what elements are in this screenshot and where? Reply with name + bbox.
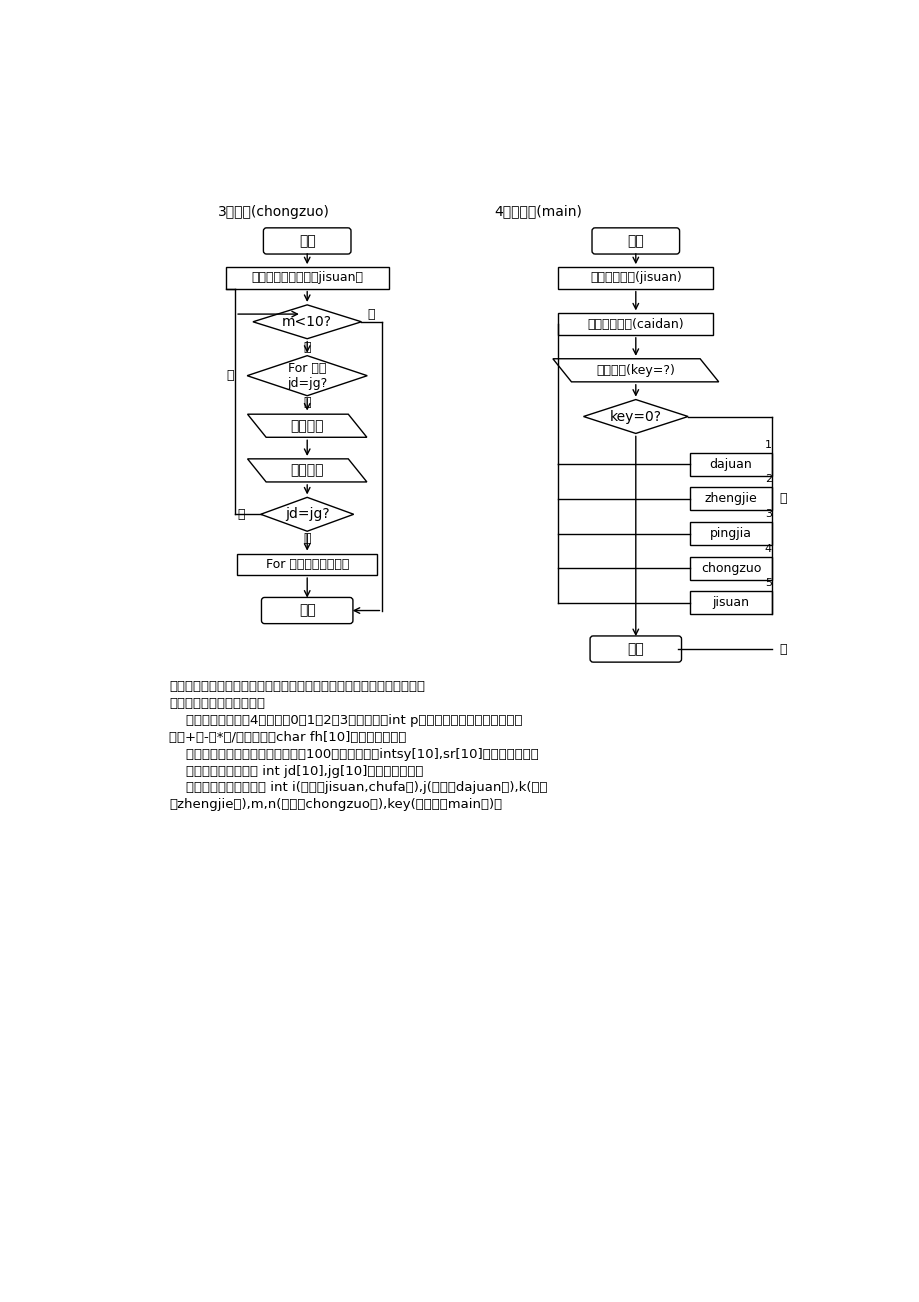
Bar	[689, 522, 771, 546]
Text: 符（+、-、*、/），定义为char fh[10]（全局变量）．: 符（+、-、*、/），定义为char fh[10]（全局变量）．	[169, 730, 406, 743]
Text: 假: 假	[303, 533, 311, 546]
FancyBboxPatch shape	[261, 598, 353, 624]
Text: key=0?: key=0?	[609, 410, 661, 423]
Text: m<10?: m<10?	[282, 315, 332, 329]
Polygon shape	[260, 497, 353, 531]
Text: 输入结果: 输入结果	[290, 464, 323, 478]
Text: 真: 真	[303, 341, 311, 354]
Text: 结束: 结束	[299, 604, 315, 617]
Text: 由于其它四个函数较为简单或者和某些函数相似，这里就不再重复说明。: 由于其它四个函数较为简单或者和某些函数相似，这里就不再重复说明。	[169, 680, 425, 693]
Text: For 循环再次输出该题: For 循环再次输出该题	[266, 557, 348, 570]
Text: 1: 1	[764, 440, 771, 449]
Polygon shape	[253, 305, 361, 339]
Text: 开始: 开始	[627, 234, 643, 247]
Polygon shape	[552, 359, 718, 381]
Text: 调用计算这个函数（jisuan）: 调用计算这个函数（jisuan）	[251, 271, 363, 284]
Text: pingjia: pingjia	[709, 527, 752, 540]
FancyBboxPatch shape	[589, 635, 681, 663]
Bar	[237, 553, 377, 575]
Text: 运算数：随机产生两个运算数，对100取余。定义为intsy[10],sr[10]（全局变量）．: 运算数：随机产生两个运算数，对100取余。定义为intsy[10],sr[10]…	[169, 747, 539, 760]
Text: 5: 5	[764, 578, 771, 589]
Text: 真: 真	[226, 370, 233, 383]
Text: jisuan: jisuan	[712, 596, 749, 609]
Text: 输入选项(key=?): 输入选项(key=?)	[596, 363, 675, 376]
Bar	[225, 267, 388, 289]
Bar	[689, 453, 771, 475]
Bar	[558, 314, 712, 335]
Text: 假: 假	[303, 396, 311, 409]
Text: 4、主函数(main): 4、主函数(main)	[494, 204, 582, 219]
Text: 真: 真	[778, 643, 786, 655]
Text: 假: 假	[367, 307, 374, 320]
Polygon shape	[247, 458, 367, 482]
FancyBboxPatch shape	[263, 228, 351, 254]
Polygon shape	[247, 414, 367, 437]
Text: 结果和答案：定义为 int jd[10],jg[10]（全局变量）．: 结果和答案：定义为 int jd[10],jg[10]（全局变量）．	[169, 764, 423, 777]
Text: 运算符：随机产生4个数字（0、1、2、3），定义为int p（全局变量），再转换为运算: 运算符：随机产生4个数字（0、1、2、3），定义为int p（全局变量），再转换…	[169, 713, 522, 727]
Bar	[689, 557, 771, 579]
Bar	[558, 267, 712, 289]
Text: 3: 3	[764, 509, 771, 519]
Bar	[689, 591, 771, 615]
Text: （zhengjie）),m,n(函数（chongzuo）),key(主函数（main）)．: （zhengjie）),m,n(函数（chongzuo）),key(主函数（ma…	[169, 798, 502, 811]
Text: jd=jg?: jd=jg?	[285, 508, 329, 521]
Text: 开始: 开始	[299, 234, 315, 247]
Polygon shape	[247, 355, 367, 396]
Text: 真: 真	[237, 508, 244, 521]
Text: For 循环
jd=jg?: For 循环 jd=jg?	[287, 362, 327, 389]
Text: 调用计算函数(jisuan): 调用计算函数(jisuan)	[589, 271, 681, 284]
Text: 循环控制变量：定义为 int i(函数（jisuan,chufa）),j(函数（dajuan）),k(函数: 循环控制变量：定义为 int i(函数（jisuan,chufa）),j(函数（…	[169, 781, 547, 794]
Text: 假: 假	[778, 492, 786, 505]
Text: 4: 4	[764, 543, 771, 553]
Text: 调用菜单函数(caidan): 调用菜单函数(caidan)	[587, 318, 684, 331]
Polygon shape	[583, 400, 687, 434]
Text: dajuan: dajuan	[709, 458, 752, 471]
Text: 结束: 结束	[627, 642, 643, 656]
Text: 在程序中用到的数据说明：: 在程序中用到的数据说明：	[169, 697, 265, 710]
Text: zhengjie: zhengjie	[704, 492, 756, 505]
Text: chongzuo: chongzuo	[700, 561, 761, 574]
Bar	[689, 487, 771, 510]
Text: 3、重做(chongzuo): 3、重做(chongzuo)	[218, 204, 330, 219]
FancyBboxPatch shape	[591, 228, 679, 254]
Text: 输出题目: 输出题目	[290, 419, 323, 432]
Text: 2: 2	[764, 474, 771, 484]
